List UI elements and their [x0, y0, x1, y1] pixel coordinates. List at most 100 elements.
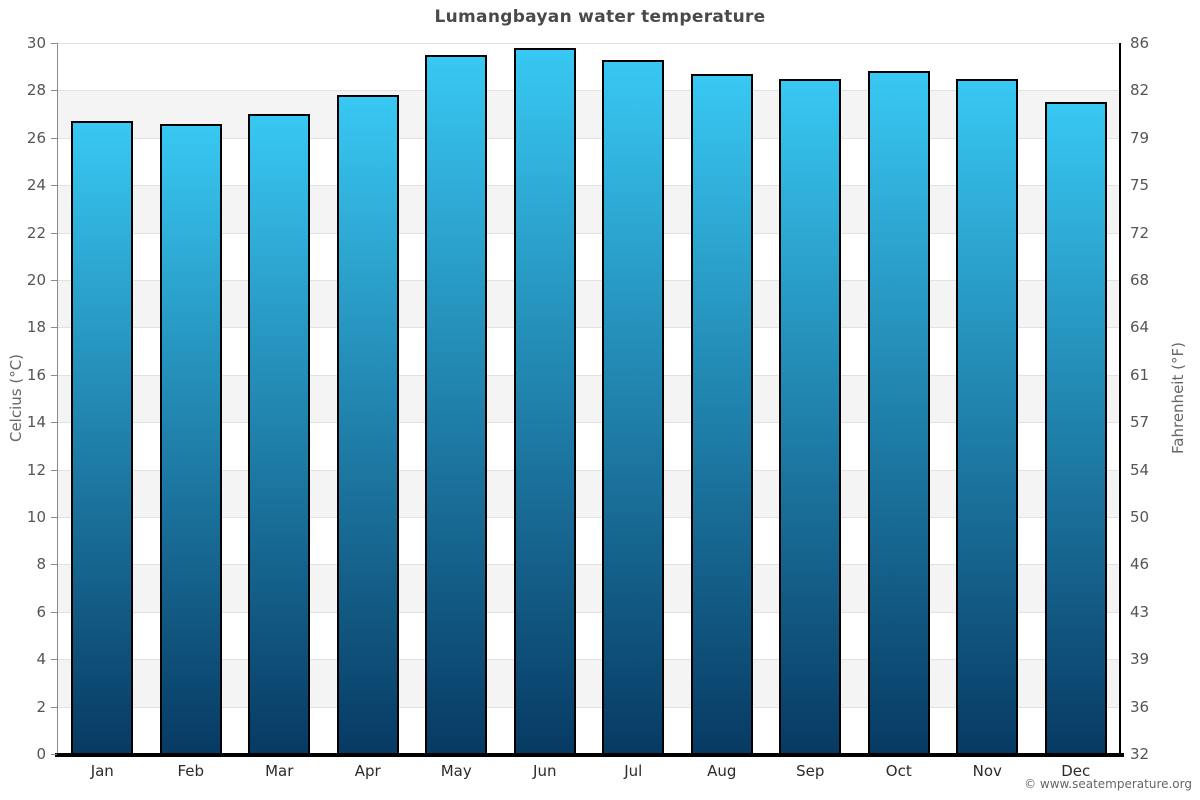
celsius-tick-label: 24 — [26, 176, 46, 195]
background-band — [58, 90, 1120, 138]
celsius-tick-mark — [51, 470, 57, 471]
celsius-tick-label: 2 — [36, 697, 46, 716]
fahrenheit-tick-label: 72 — [1130, 223, 1150, 242]
fahrenheit-tick-label: 79 — [1130, 128, 1150, 147]
plot-area — [58, 43, 1120, 754]
celsius-tick-mark — [51, 612, 57, 613]
celsius-tick-label: 12 — [26, 460, 46, 479]
fahrenheit-tick-label: 64 — [1130, 318, 1150, 337]
gridline — [58, 470, 1120, 471]
gridline — [58, 185, 1120, 186]
celsius-tick-label: 18 — [26, 318, 46, 337]
month-label-nov: Nov — [972, 762, 1002, 780]
celsius-tick-mark — [51, 43, 57, 44]
celsius-tick-mark — [51, 659, 57, 660]
month-label-aug: Aug — [707, 762, 737, 780]
gridline — [58, 280, 1120, 281]
copyright-text: © www.seatemperature.org — [1024, 777, 1192, 791]
fahrenheit-tick-label: 43 — [1130, 602, 1150, 621]
fahrenheit-tick-label: 46 — [1130, 555, 1150, 574]
fahrenheit-tick-label: 54 — [1130, 460, 1150, 479]
gridline — [58, 612, 1120, 613]
x-axis-line — [55, 753, 1124, 757]
fahrenheit-tick-label: 57 — [1130, 413, 1150, 432]
celsius-tick-mark — [51, 754, 57, 755]
celsius-tick-label: 30 — [26, 34, 46, 52]
bar-mar[interactable] — [248, 114, 310, 754]
background-band — [58, 659, 1120, 707]
gridline — [58, 564, 1120, 565]
gridline — [58, 517, 1120, 518]
celsius-tick-label: 0 — [36, 745, 46, 763]
celsius-tick-label: 26 — [26, 128, 46, 147]
right-axis-line — [1119, 43, 1121, 754]
celsius-tick-label: 10 — [26, 508, 46, 526]
bar-may[interactable] — [425, 55, 487, 754]
bar-sep[interactable] — [779, 79, 841, 754]
celsius-tick-label: 6 — [36, 602, 46, 621]
bar-oct[interactable] — [868, 71, 930, 754]
background-band — [58, 374, 1120, 423]
gridline — [58, 327, 1120, 328]
fahrenheit-tick-label: 50 — [1130, 508, 1150, 526]
month-label-apr: Apr — [354, 762, 381, 780]
gridline — [58, 90, 1120, 91]
background-band — [58, 469, 1120, 517]
month-label-feb: Feb — [177, 762, 205, 780]
gridline — [58, 138, 1120, 139]
celsius-tick-mark — [51, 138, 57, 139]
fahrenheit-tick-label: 82 — [1130, 81, 1150, 100]
celsius-tick-mark — [51, 707, 57, 708]
celsius-tick-label: 20 — [26, 271, 46, 289]
bar-dec[interactable] — [1045, 102, 1107, 754]
bar-aug[interactable] — [691, 74, 753, 754]
gridline — [58, 375, 1120, 376]
bar-feb[interactable] — [160, 124, 222, 754]
left-axis-line — [57, 43, 58, 754]
gridline — [58, 43, 1120, 44]
celsius-tick-mark — [51, 375, 57, 376]
month-label-jan: Jan — [90, 762, 114, 780]
month-label-jun: Jun — [533, 762, 557, 780]
background-band — [58, 280, 1120, 328]
month-label-may: May — [440, 762, 472, 780]
bar-nov[interactable] — [956, 79, 1018, 754]
celsius-tick-mark — [51, 327, 57, 328]
fahrenheit-tick-label: 61 — [1130, 365, 1150, 384]
bar-jul[interactable] — [602, 60, 664, 754]
celsius-tick-mark — [51, 564, 57, 565]
month-label-dec: Dec — [1061, 762, 1091, 780]
background-band — [58, 185, 1120, 233]
fahrenheit-tick-label: 39 — [1130, 650, 1150, 669]
fahrenheit-tick-label: 86 — [1130, 34, 1150, 52]
month-label-oct: Oct — [885, 762, 912, 780]
celsius-tick-label: 22 — [26, 223, 46, 242]
celsius-tick-mark — [51, 233, 57, 234]
fahrenheit-axis-title: Fahrenheit (°F) — [1169, 342, 1187, 454]
month-label-jul: Jul — [624, 762, 643, 780]
background-band — [58, 564, 1120, 612]
celsius-tick-label: 4 — [36, 650, 46, 669]
bar-jun[interactable] — [514, 48, 576, 754]
fahrenheit-tick-label: 68 — [1130, 271, 1150, 289]
fahrenheit-tick-label: 32 — [1130, 745, 1150, 763]
bar-apr[interactable] — [337, 95, 399, 754]
celsius-tick-label: 8 — [36, 555, 46, 574]
celsius-tick-mark — [51, 185, 57, 186]
celsius-tick-mark — [51, 90, 57, 91]
fahrenheit-tick-label: 36 — [1130, 697, 1150, 716]
bar-jan[interactable] — [71, 121, 133, 754]
celsius-tick-mark — [51, 422, 57, 423]
celsius-tick-mark — [51, 280, 57, 281]
gridline — [58, 233, 1120, 234]
gridline — [58, 422, 1120, 423]
gridline — [58, 707, 1120, 708]
celsius-tick-mark — [51, 517, 57, 518]
celsius-tick-label: 16 — [26, 365, 46, 384]
celsius-axis-title: Celcius (°C) — [7, 353, 25, 443]
celsius-tick-label: 14 — [26, 413, 46, 432]
fahrenheit-tick-label: 75 — [1130, 176, 1150, 195]
chart-title: Lumangbayan water temperature — [434, 7, 766, 27]
celsius-tick-label: 28 — [26, 81, 46, 100]
month-label-mar: Mar — [265, 762, 294, 780]
